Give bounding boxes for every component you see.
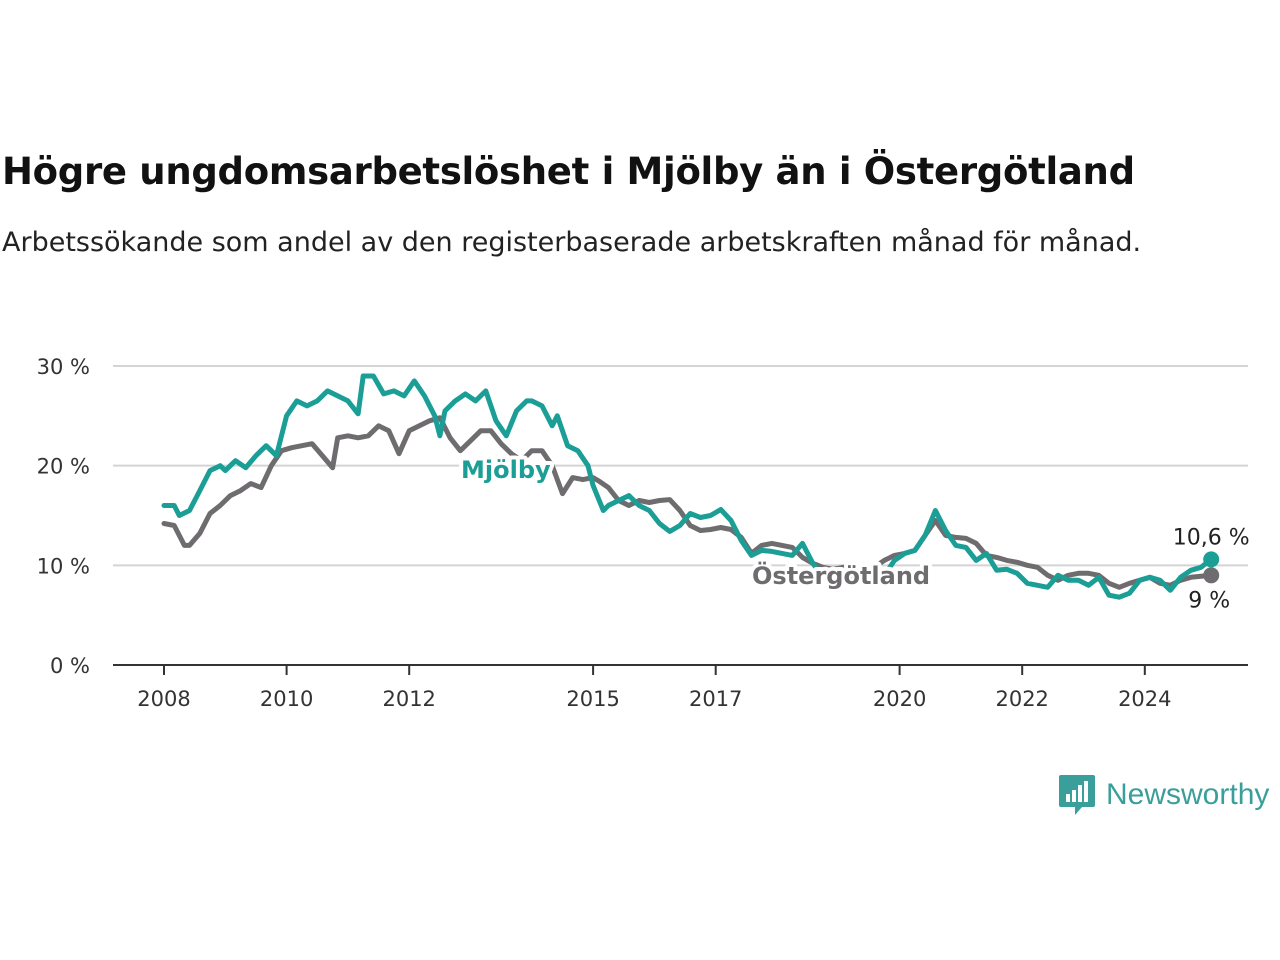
chart-title: Högre ungdomsarbetslöshet i Mjölby än i …	[2, 150, 1135, 193]
series-label-halo: Östergötland	[752, 560, 930, 590]
y-tick-label: 20 %	[37, 455, 90, 479]
end-value-label: 9 %	[1188, 588, 1230, 613]
chart-subtitle: Arbetssökande som andel av den registerb…	[2, 227, 1142, 258]
y-tick-label: 0 %	[50, 654, 90, 678]
y-axis-ticks: 30 % 20 % 10 % 0 %	[37, 355, 90, 678]
y-tick-label: 30 %	[37, 355, 90, 379]
newsworthy-logo: Newsworthy	[1058, 773, 1269, 817]
x-tick-label: 2012	[382, 687, 435, 711]
x-tick-label: 2024	[1118, 687, 1171, 711]
x-tick-label: 2008	[137, 687, 190, 711]
x-tick-label: 2010	[260, 687, 313, 711]
series-label: Mjölby	[461, 456, 551, 484]
y-tick-label: 10 %	[37, 554, 90, 578]
end-value-label: 10,6 %	[1173, 525, 1250, 550]
newsworthy-icon	[1059, 775, 1095, 815]
series-label: Östergötland	[752, 560, 930, 590]
series-labels: MjölbyMjölbyÖstergötlandÖstergötland10,6…	[457, 452, 1250, 613]
x-tick-label: 2020	[873, 687, 926, 711]
gridlines	[113, 365, 1248, 666]
x-tick-label: 2015	[566, 687, 619, 711]
brand-name: Newsworthy	[1106, 778, 1270, 811]
series-lines	[161, 373, 1220, 600]
series-endpoint	[1203, 551, 1220, 568]
series-line-ostergotland	[161, 415, 1214, 590]
x-axis-ticks: 2008 2010 2012 2015 2017 2020 2022 2024	[137, 665, 1172, 711]
series-line-mjolby	[161, 373, 1214, 600]
series-endpoint	[1203, 567, 1220, 584]
x-tick-label: 2022	[995, 687, 1048, 711]
series-label-halo: Mjölby	[461, 456, 551, 484]
x-tick-label: 2017	[689, 687, 742, 711]
